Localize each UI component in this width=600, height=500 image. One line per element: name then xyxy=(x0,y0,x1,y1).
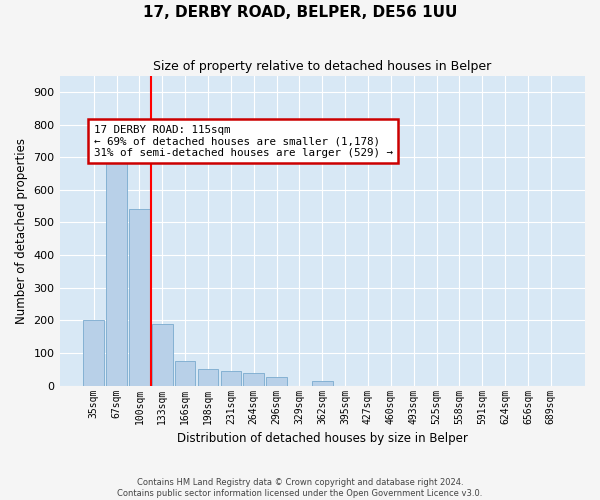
Bar xyxy=(129,210,150,386)
Bar xyxy=(266,378,287,386)
Bar xyxy=(106,154,127,386)
X-axis label: Distribution of detached houses by size in Belper: Distribution of detached houses by size … xyxy=(177,432,468,445)
Title: Size of property relative to detached houses in Belper: Size of property relative to detached ho… xyxy=(153,60,491,73)
Bar xyxy=(83,320,104,386)
Bar xyxy=(221,371,241,386)
Bar xyxy=(175,361,196,386)
Text: 17, DERBY ROAD, BELPER, DE56 1UU: 17, DERBY ROAD, BELPER, DE56 1UU xyxy=(143,5,457,20)
Text: Contains HM Land Registry data © Crown copyright and database right 2024.
Contai: Contains HM Land Registry data © Crown c… xyxy=(118,478,482,498)
Bar xyxy=(198,370,218,386)
Bar xyxy=(312,380,332,386)
Y-axis label: Number of detached properties: Number of detached properties xyxy=(15,138,28,324)
Bar xyxy=(244,372,264,386)
Text: 17 DERBY ROAD: 115sqm
← 69% of detached houses are smaller (1,178)
31% of semi-d: 17 DERBY ROAD: 115sqm ← 69% of detached … xyxy=(94,124,393,158)
Bar xyxy=(152,324,173,386)
